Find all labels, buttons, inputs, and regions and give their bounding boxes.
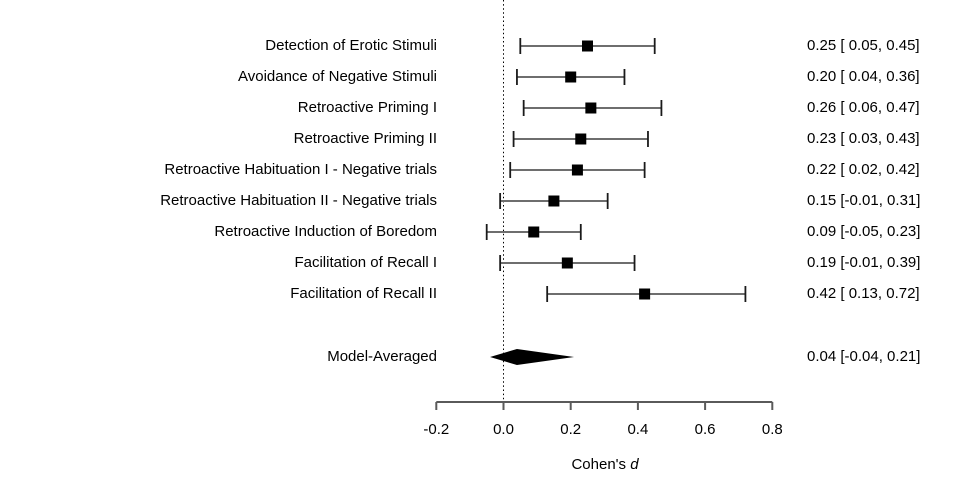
study-value: 0.23 [ 0.03, 0.43] [807,130,920,147]
study-label: Retroactive Priming I [297,99,437,116]
x-axis-tick-label: 0.2 [560,421,582,438]
x-axis-title-text: Cohen's [571,456,631,473]
point-estimate-marker [565,71,577,83]
study-value: 0.19 [-0.01, 0.39] [807,254,921,271]
x-axis-tick-label: -0.2 [423,421,450,438]
study-label: Facilitation of Recall II [290,285,437,302]
study-label: Avoidance of Negative Stimuli [238,68,437,85]
error-bar [485,224,582,240]
study-label: Detection of Erotic Stimuli [265,37,437,54]
point-estimate-marker [548,195,560,207]
study-value: 0.25 [ 0.05, 0.45] [807,37,920,54]
point-estimate-marker [528,226,540,238]
point-estimate-marker [639,288,651,300]
error-bar [499,255,636,271]
error-bar [509,162,646,178]
point-estimate-marker [575,133,587,145]
study-label: Retroactive Habituation II - Negative tr… [160,192,437,209]
point-estimate-marker [582,40,593,52]
error-bar [519,38,656,54]
x-axis-tick-label: 0.4 [627,421,649,438]
study-value: 0.42 [ 0.13, 0.72] [807,285,920,302]
x-axis-tick-label: 0.6 [694,421,716,438]
error-bar [499,193,609,209]
point-estimate-marker [561,257,573,269]
error-bar [516,69,626,85]
study-label: Retroactive Habituation I - Negative tri… [164,161,437,178]
summary-value: 0.04 [-0.04, 0.21] [807,348,921,365]
x-axis-title-italic: d [630,456,639,473]
summary-diamond [490,349,575,365]
x-axis-tick-label: 0.8 [761,421,783,438]
study-value: 0.20 [ 0.04, 0.36] [807,68,920,85]
x-axis-tick-label: 0.0 [493,421,514,438]
study-value: 0.26 [ 0.06, 0.47] [807,99,920,116]
error-bar [522,100,663,116]
error-bar [512,131,649,147]
study-value: 0.15 [-0.01, 0.31] [807,192,921,209]
study-label: Retroactive Priming II [293,130,437,147]
point-estimate-marker [571,164,583,176]
study-label: Retroactive Induction of Boredom [214,223,437,240]
error-bar [546,286,747,302]
summary-label: Model-Averaged [327,348,437,365]
study-value: 0.09 [-0.05, 0.23] [807,223,921,240]
x-axis-title: Cohen's d [437,456,773,474]
study-value: 0.22 [ 0.02, 0.42] [807,161,920,178]
point-estimate-marker [585,102,597,114]
study-label: Facilitation of Recall I [294,254,437,271]
